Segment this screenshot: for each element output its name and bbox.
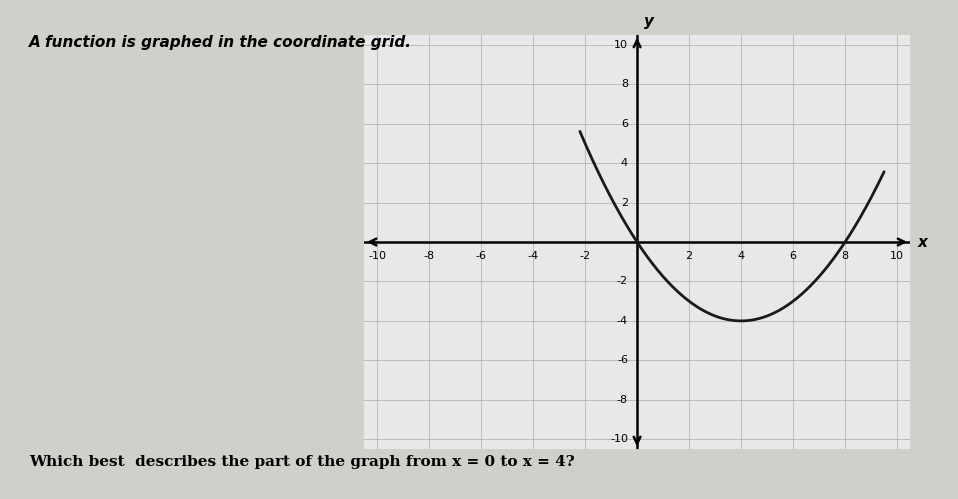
Text: -10: -10 bbox=[368, 251, 386, 261]
Text: 8: 8 bbox=[841, 251, 849, 261]
Text: Which best  describes the part of the graph from x = 0 to x = 4?: Which best describes the part of the gra… bbox=[29, 455, 575, 469]
Text: -2: -2 bbox=[617, 276, 627, 286]
Text: x: x bbox=[918, 235, 927, 250]
Text: -2: -2 bbox=[580, 251, 591, 261]
Text: -6: -6 bbox=[617, 355, 627, 365]
Text: 8: 8 bbox=[621, 79, 627, 89]
Text: 2: 2 bbox=[621, 198, 627, 208]
Text: -8: -8 bbox=[617, 395, 627, 405]
Text: 2: 2 bbox=[686, 251, 693, 261]
Text: -8: -8 bbox=[423, 251, 435, 261]
Text: -4: -4 bbox=[528, 251, 538, 261]
Text: A function is graphed in the coordinate grid.: A function is graphed in the coordinate … bbox=[29, 35, 412, 50]
Text: -4: -4 bbox=[617, 316, 627, 326]
Text: 4: 4 bbox=[621, 158, 627, 168]
Text: -6: -6 bbox=[475, 251, 487, 261]
Text: 6: 6 bbox=[621, 119, 627, 129]
Text: 6: 6 bbox=[789, 251, 797, 261]
Text: -10: -10 bbox=[610, 434, 627, 444]
Text: 4: 4 bbox=[738, 251, 744, 261]
Text: 10: 10 bbox=[890, 251, 904, 261]
Text: 10: 10 bbox=[614, 40, 627, 50]
Text: y: y bbox=[644, 14, 653, 29]
